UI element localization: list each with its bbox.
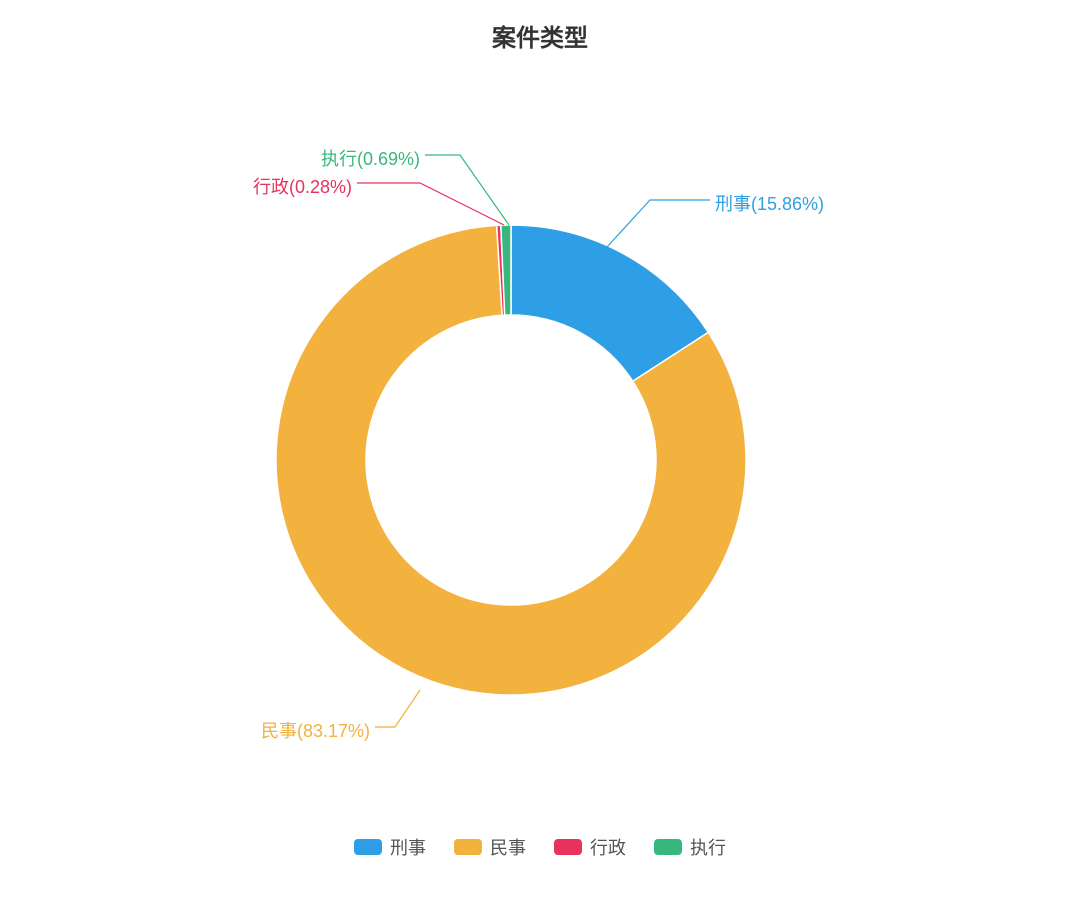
legend-label-criminal: 刑事 [390,834,426,860]
donut-svg: 刑事(15.86%) 民事(83.17%) 行政(0.28%) 执行(0.69%) [0,0,1080,900]
legend-swatch-civil [454,839,482,855]
legend-swatch-admin [554,839,582,855]
case-type-donut-chart: 案件类型 刑事(15.86%)民事(83.17%)行政(0.28%)执行(0.6… [0,0,1080,900]
legend-item-admin[interactable]: 行政 [554,834,626,860]
legend-swatch-criminal [354,839,382,855]
slice-label-admin: 行政(0.28%) [253,177,352,197]
leader-line-enforce [425,155,509,225]
leader-line-civil [375,690,420,727]
legend-label-admin: 行政 [590,834,626,860]
legend-swatch-enforce [654,839,682,855]
legend-label-civil: 民事 [490,834,526,860]
legend-item-civil[interactable]: 民事 [454,834,526,860]
slice-label-criminal: 刑事(15.86%) [715,194,824,214]
leader-line-criminal [607,200,710,247]
legend-label-enforce: 执行 [690,834,726,860]
slice-label-enforce: 执行(0.69%) [321,149,420,169]
legend-item-criminal[interactable]: 刑事 [354,834,426,860]
leader-line-admin [357,183,504,225]
legend: 刑事 民事 行政 执行 [0,834,1080,860]
slice-label-civil: 民事(83.17%) [261,721,370,741]
legend-item-enforce[interactable]: 执行 [654,834,726,860]
